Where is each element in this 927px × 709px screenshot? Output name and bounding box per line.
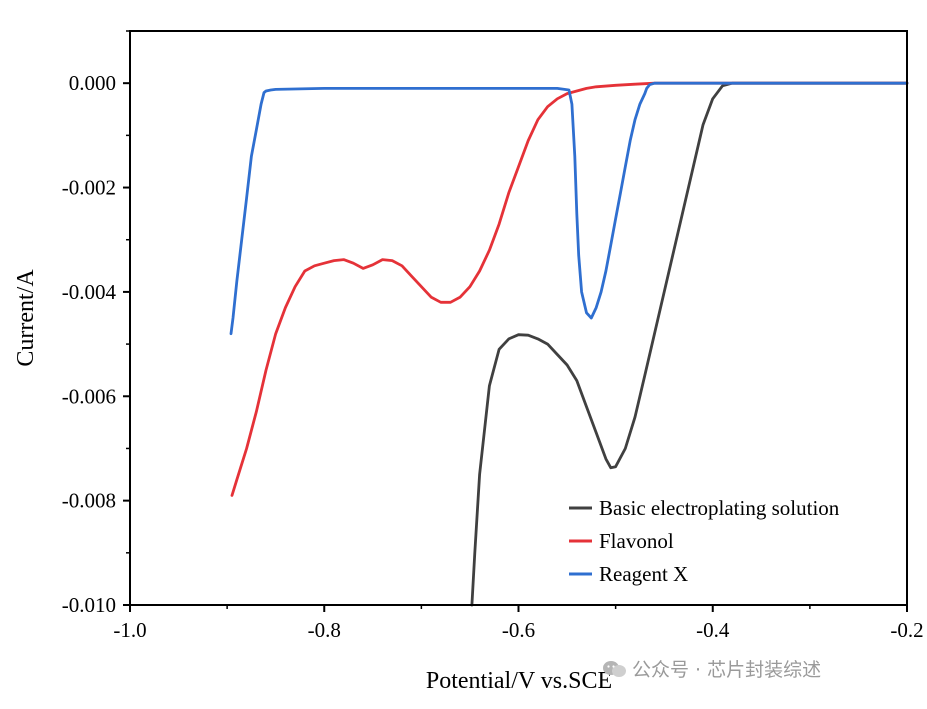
watermark: 公众号 · 芯片封装综述 [602, 655, 821, 682]
x-tick-label: -1.0 [113, 618, 146, 642]
series-layer [229, 81, 909, 607]
legend-label-1: Basic electroplating solution [599, 496, 840, 520]
x-tick-label: -0.2 [890, 618, 923, 642]
series-line-1 [470, 81, 909, 607]
wechat-icon [602, 659, 628, 679]
x-tick-label: -0.4 [696, 618, 730, 642]
x-tick-label: -0.8 [308, 618, 341, 642]
watermark-text: 公众号 · 芯片封装综述 [632, 659, 822, 681]
y-axis-title: Current/A [13, 269, 39, 367]
y-tick-label: -0.006 [62, 384, 116, 408]
legend-label-2: Flavonol [599, 529, 674, 553]
y-tick-label: -0.008 [62, 489, 116, 513]
y-tick-label: -0.002 [62, 176, 116, 200]
y-tick-label: -0.004 [62, 280, 117, 304]
x-axis-title: Potential/V vs.SCE [426, 668, 612, 694]
y-tick-label: 0.000 [69, 71, 116, 95]
legend: Basic electroplating solution Flavonol Rea… [569, 496, 840, 586]
series-line-2 [230, 81, 909, 497]
series-line-3 [229, 81, 909, 336]
y-tick-label: -0.010 [62, 593, 116, 617]
x-tick-label: -0.6 [502, 618, 535, 642]
legend-label-3: Reagent X [599, 562, 688, 586]
axis-layer: -1.0 -0.8 -0.6 -0.4 -0.2 0.000 -0.002 -0.004 -0.… [62, 30, 924, 642]
